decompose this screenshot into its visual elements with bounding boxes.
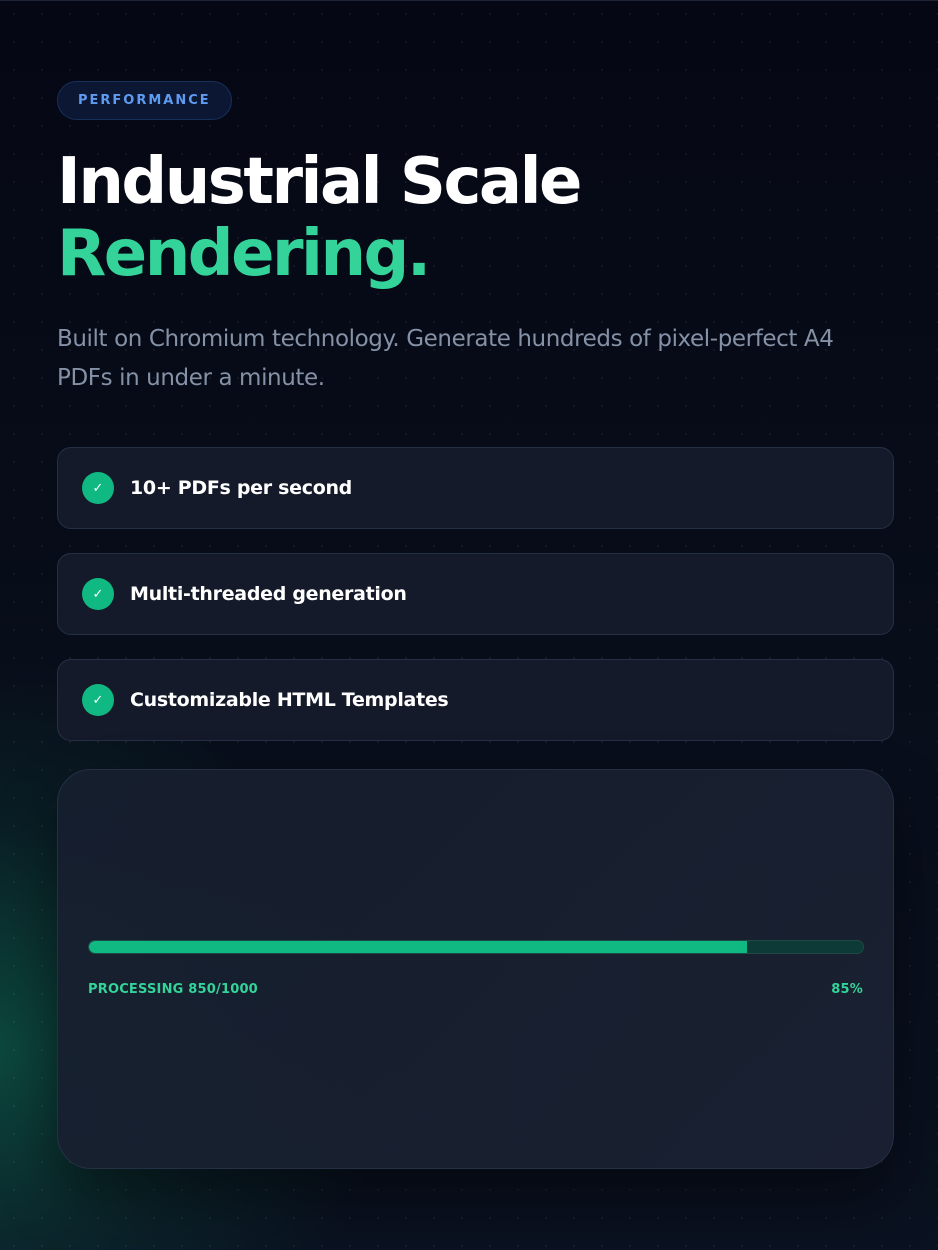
progress-status: PROCESSING 850/1000 (88, 982, 258, 997)
top-border (0, 0, 938, 1)
check-icon: ✓ (82, 578, 114, 610)
feature-item-html-templates: ✓ Customizable HTML Templates (57, 659, 894, 741)
title-line-1: Industrial Scale (57, 145, 582, 219)
feature-label: Multi-threaded generation (130, 583, 407, 605)
check-icon: ✓ (82, 684, 114, 716)
progress-bar (88, 940, 864, 954)
page-title: Industrial Scale Rendering. (57, 146, 894, 290)
progress-percent: 85% (831, 982, 863, 997)
feature-label: Customizable HTML Templates (130, 689, 449, 711)
hero-subtitle: Built on Chromium technology. Generate h… (57, 326, 834, 391)
hero-section: PERFORMANCE Industrial Scale Rendering. … (57, 81, 894, 765)
progress-bar-fill (89, 941, 747, 953)
title-line-2: Rendering. (57, 217, 431, 291)
feature-item-pdfs-per-second: ✓ 10+ PDFs per second (57, 447, 894, 529)
performance-badge: PERFORMANCE (57, 81, 232, 120)
feature-item-multi-threaded: ✓ Multi-threaded generation (57, 553, 894, 635)
processing-panel: PROCESSING 850/1000 85% (57, 769, 894, 1169)
feature-list: ✓ 10+ PDFs per second ✓ Multi-threaded g… (57, 447, 894, 741)
feature-label: 10+ PDFs per second (130, 477, 352, 499)
check-icon: ✓ (82, 472, 114, 504)
